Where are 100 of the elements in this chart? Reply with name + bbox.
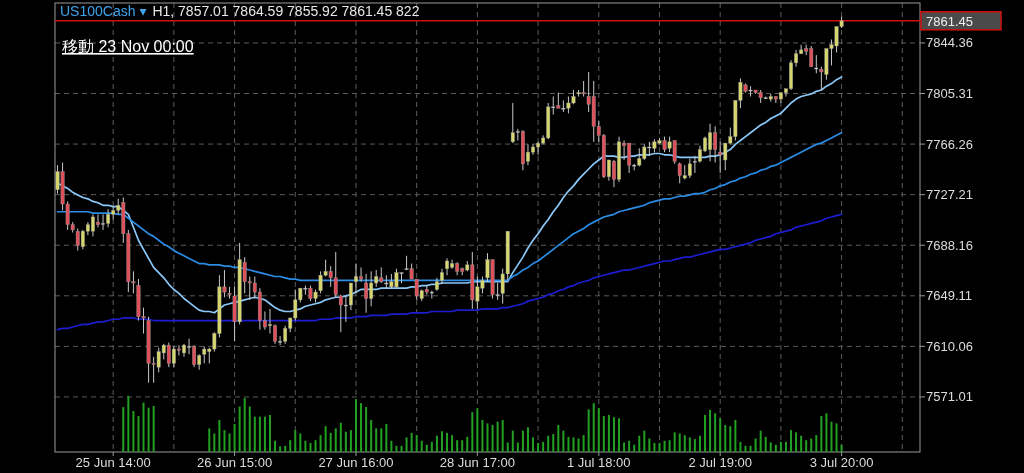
bar — [663, 440, 666, 452]
bar — [532, 437, 535, 452]
bar — [147, 407, 150, 452]
bar — [734, 420, 737, 452]
bar — [289, 440, 292, 452]
bar — [405, 437, 408, 452]
bar — [481, 420, 484, 452]
bar — [324, 426, 327, 452]
bar — [451, 435, 454, 452]
y-tick-label: 7805.31 — [926, 86, 973, 102]
bar — [466, 436, 469, 452]
bar — [238, 406, 241, 452]
bar — [790, 430, 793, 452]
bar — [557, 425, 560, 452]
x-tick-label: 26 Jun 15:00 — [196, 455, 273, 470]
bar — [420, 440, 423, 452]
x-tick-label: 25 Jun 14:00 — [75, 455, 151, 470]
bar — [820, 416, 823, 452]
bar — [501, 420, 504, 452]
bar — [253, 416, 256, 452]
bar — [764, 436, 767, 452]
bar — [810, 438, 813, 452]
bar — [486, 423, 489, 452]
bar — [299, 433, 302, 452]
bar — [547, 435, 550, 452]
bar — [218, 420, 221, 452]
bar — [658, 443, 661, 452]
bar — [688, 437, 691, 452]
bar — [435, 435, 438, 452]
bar — [385, 423, 388, 452]
bar — [274, 440, 277, 452]
bar — [638, 435, 641, 452]
bar — [339, 422, 342, 452]
bar — [294, 430, 297, 452]
bar — [152, 405, 155, 452]
bar — [319, 435, 322, 452]
bar — [395, 445, 398, 452]
bar — [678, 433, 681, 452]
bar — [526, 427, 529, 452]
bar — [744, 445, 747, 452]
ref-line-label: 7861.45 — [926, 13, 973, 29]
bar — [521, 430, 524, 452]
bar — [643, 430, 646, 452]
bar — [400, 445, 403, 452]
bar — [623, 442, 626, 452]
bar — [506, 442, 509, 452]
bar — [344, 431, 347, 452]
bar — [815, 435, 818, 452]
bar — [228, 433, 231, 452]
x-tick-label: 28 Jun 17:00 — [439, 455, 515, 470]
bar — [683, 435, 686, 452]
y-tick-label: 7688.16 — [926, 237, 973, 253]
bar — [693, 439, 696, 452]
x-tick-label: 27 Jun 16:00 — [318, 455, 394, 470]
bar — [360, 403, 363, 452]
bar — [628, 440, 631, 452]
bar — [142, 402, 145, 452]
bar — [516, 442, 519, 452]
bar — [572, 437, 575, 452]
x-tick-label: 2 Jul 19:00 — [688, 455, 752, 470]
bar — [552, 434, 555, 452]
bar — [800, 435, 803, 452]
bar — [137, 416, 140, 452]
bar — [430, 441, 433, 452]
bar — [825, 413, 828, 452]
bar — [425, 444, 428, 452]
bar — [440, 431, 443, 452]
bar — [618, 418, 621, 452]
bar — [562, 430, 565, 452]
bar — [754, 438, 757, 452]
chart-title: US100Cash ▾ — [60, 3, 147, 19]
bar — [537, 443, 540, 452]
bar — [840, 444, 843, 452]
bar — [739, 441, 742, 452]
bar — [213, 433, 216, 452]
bar — [461, 440, 464, 452]
bar — [719, 418, 722, 452]
bar — [127, 395, 130, 452]
bar — [279, 446, 282, 452]
bar — [243, 398, 246, 452]
bar — [542, 441, 545, 452]
bar — [749, 445, 752, 452]
bar — [709, 409, 712, 452]
bar — [653, 443, 656, 452]
bar — [602, 416, 605, 452]
bar — [375, 428, 378, 452]
y-tick-label: 7571.01 — [926, 389, 973, 405]
bar — [587, 409, 590, 452]
bar — [784, 441, 787, 452]
bar — [648, 438, 651, 452]
bar — [471, 412, 474, 452]
bar — [132, 411, 135, 452]
bar — [582, 435, 585, 452]
bar — [592, 403, 595, 452]
bar — [597, 408, 600, 452]
chart-subtitle: H1, 7857.01 7864.59 7855.92 7861.45 822 — [152, 3, 420, 19]
bar — [795, 432, 798, 452]
bar — [830, 421, 833, 452]
bar — [208, 428, 211, 452]
annotation: 移動 23 Nov 00:00 — [62, 38, 194, 55]
